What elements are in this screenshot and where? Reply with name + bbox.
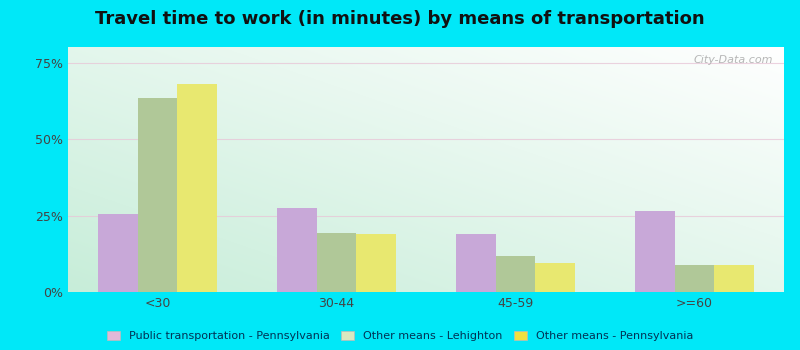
Bar	[317, 232, 356, 292]
Bar	[535, 263, 574, 292]
Bar	[457, 234, 496, 292]
Bar	[138, 98, 177, 292]
Bar	[714, 265, 754, 292]
Text: City-Data.com: City-Data.com	[694, 55, 774, 65]
Bar	[177, 84, 217, 292]
Bar	[356, 234, 395, 292]
Bar	[675, 265, 714, 292]
Text: Travel time to work (in minutes) by means of transportation: Travel time to work (in minutes) by mean…	[95, 10, 705, 28]
Bar	[496, 256, 535, 292]
Bar	[635, 211, 675, 292]
Bar	[98, 214, 138, 292]
Bar	[278, 208, 317, 292]
Legend: Public transportation - Pennsylvania, Other means - Lehighton, Other means - Pen: Public transportation - Pennsylvania, Ot…	[103, 327, 697, 344]
